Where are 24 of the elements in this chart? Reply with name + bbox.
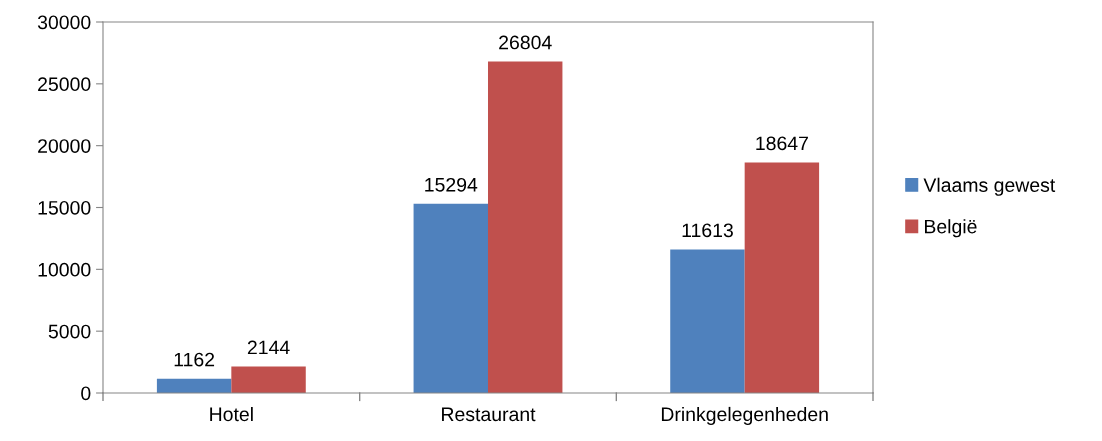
data-label: 2144: [247, 340, 290, 355]
y-tick-label: 10000: [38, 262, 91, 277]
legend-label: België: [925, 219, 977, 238]
x-tick-label: Hotel: [210, 406, 253, 422]
data-label: 15294: [425, 177, 478, 192]
bar: [156, 378, 232, 393]
y-tick-label: 0: [81, 386, 91, 401]
y-tick-label: 30000: [37, 15, 91, 30]
bar: [488, 61, 563, 393]
bar: [413, 203, 488, 393]
legend-label: Vlaams gewest: [923, 177, 1056, 196]
x-tick-label: Restaurant: [442, 407, 536, 422]
y-tick-label: 20000: [38, 139, 91, 153]
data-label: 1162: [174, 352, 215, 367]
data-label: 26804: [499, 35, 552, 50]
y-tick-label: 5000: [48, 324, 91, 339]
bar: [744, 162, 820, 393]
data-label: 11613: [682, 223, 733, 238]
x-tick-label: Drinkgelegenheden: [661, 406, 828, 426]
bar: [670, 249, 745, 393]
y-tick-label: 25000: [38, 77, 91, 92]
bar: [231, 366, 306, 393]
data-label: 18647: [756, 136, 808, 151]
y-tick-label: 15000: [38, 200, 91, 215]
